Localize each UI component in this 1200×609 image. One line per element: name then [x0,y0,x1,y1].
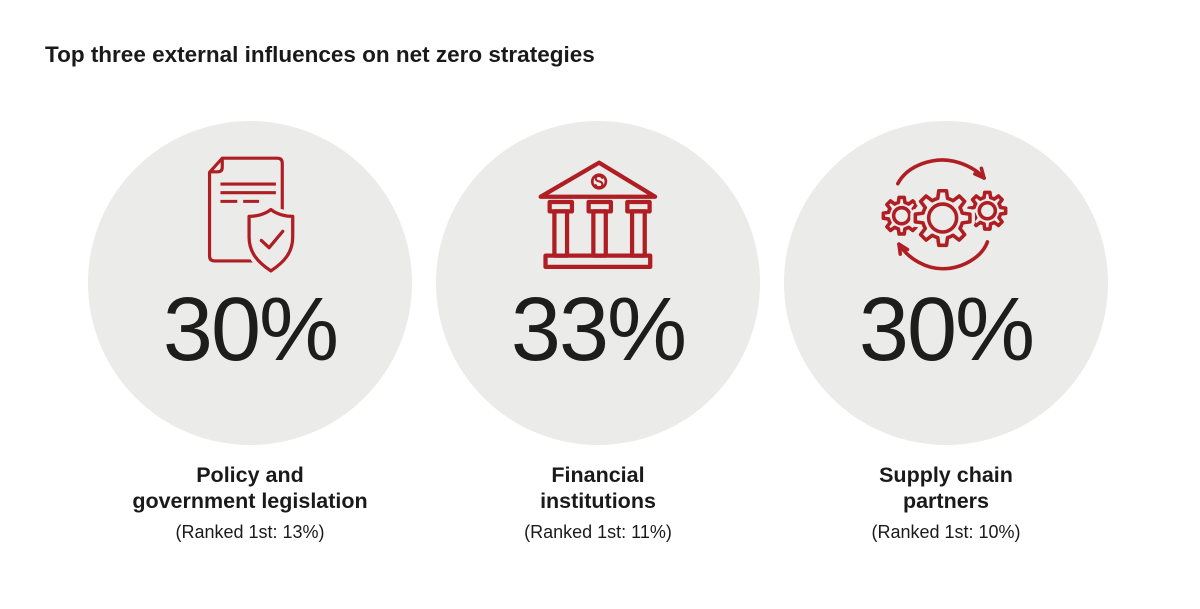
stat-label-policy: Policy and government legislation (Ranked… [70,462,430,543]
stat-percent: 30% [162,280,339,380]
stat-label-title: Financial institutions [540,463,656,513]
stat-label-financial: Financial institutions (Ranked 1st: 11%) [418,462,778,543]
stat-circle-financial: 33% [436,121,760,445]
policy-document-shield-check-icon [207,156,298,277]
stat-label-title: Supply chain partners [879,463,1013,513]
stat-ranked-note: (Ranked 1st: 11%) [524,522,672,542]
stat-circle-policy: 30% [88,121,412,445]
stat-label-title: Policy and government legislation [132,463,368,513]
page-title: Top three external influences on net zer… [45,42,595,67]
stat-label-supply-chain: Supply chain partners (Ranked 1st: 10%) [766,462,1126,543]
stat-circle-supply-chain: 30% [784,121,1108,445]
gears-sync-arrows-icon [890,158,1002,271]
stat-ranked-note: (Ranked 1st: 10%) [871,522,1021,542]
stat-percent: 33% [510,280,687,380]
stat-ranked-note: (Ranked 1st: 13%) [175,522,325,542]
stat-percent: 30% [858,280,1035,380]
bank-building-icon [538,160,658,269]
